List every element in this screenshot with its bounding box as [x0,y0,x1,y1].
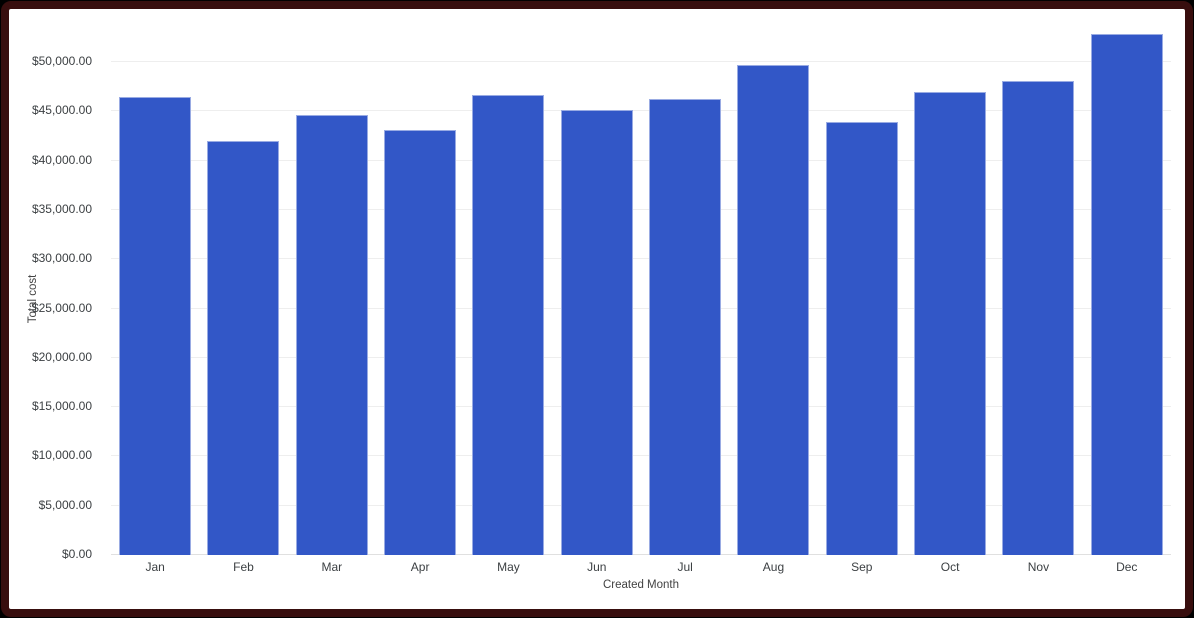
bar-mar[interactable] [295,115,368,555]
x-tick-label-jun: Jun [587,560,607,574]
x-axis-title: Created Month [602,579,680,591]
bar-may[interactable] [472,94,545,555]
gridline [111,61,1171,62]
gridline [111,258,1171,260]
bar-slot [288,9,376,555]
gridline [111,307,1171,309]
x-tick-label-mar: Mar [321,560,343,574]
gridline [111,455,1171,457]
bar-slot [641,9,729,555]
x-tick-label-jul: Jul [677,560,693,574]
y-axis-title: Total cost [27,274,39,324]
y-tick-label: $45,000.00 [31,103,92,118]
gridline [111,110,1171,112]
bar-slot [994,9,1082,555]
bar-dec[interactable] [1090,34,1163,555]
bar-jan[interactable] [119,96,192,555]
bar-slot [199,9,287,555]
plot-area: $0.00 $5,000.00 $10,000.00 $15,000.00 $20,00… [32,9,1171,561]
bar-jul[interactable] [649,99,722,555]
y-tick-label: $10,000.00 [31,448,92,463]
bar-slot [818,9,906,555]
bar-slot [729,9,817,555]
x-tick-label-aug: Aug [762,560,785,574]
x-tick-label-jan: Jan [145,560,165,574]
y-tick-label: $50,000.00 [31,54,92,68]
y-tick-label: $0.00 [61,547,92,561]
y-tick-label: $15,000.00 [31,399,92,414]
gridline [111,208,1171,210]
x-axis-baseline [111,554,1171,555]
bar-feb[interactable] [207,140,280,555]
gridline [111,504,1171,506]
x-tick-label-may: May [497,560,520,574]
bar-slot [906,9,994,555]
y-tick-label: $30,000.00 [31,251,92,266]
x-tick-label-sep: Sep [851,560,873,574]
gridline [111,406,1171,408]
y-tick-label: $40,000.00 [31,152,92,167]
bar-slot [376,9,464,555]
bar-chart: Total cost $0.00 $5,000.00 $10,000.00 $15,0… [9,9,1185,609]
x-axis-labels: Jan Feb Mar Apr May Jun Jul Aug Sep Oct Nov Dec [111,560,1171,574]
x-tick-label-apr: Apr [410,560,430,574]
y-tick-label: $25,000.00 [31,300,92,315]
bar-slot [553,9,641,555]
bar-sep[interactable] [825,122,898,555]
bar-slot [111,9,199,555]
bar-nov[interactable] [1002,80,1075,555]
bar-oct[interactable] [914,91,987,555]
x-tick-label-feb: Feb [233,560,254,574]
bar-slot [1083,9,1171,555]
x-tick-label-oct: Oct [940,560,960,574]
x-tick-label-nov: Nov [1027,560,1050,574]
bar-series [111,9,1171,555]
x-tick-label-dec: Dec [1116,560,1138,574]
y-tick-label: $5,000.00 [38,497,92,512]
bar-slot [464,9,552,555]
bar-jun[interactable] [560,110,633,555]
y-tick-label: $35,000.00 [31,201,92,216]
bar-aug[interactable] [737,64,810,555]
bar-apr[interactable] [384,130,457,555]
y-tick-label: $20,000.00 [31,349,92,364]
gridline [111,159,1171,161]
gridline [111,356,1171,358]
